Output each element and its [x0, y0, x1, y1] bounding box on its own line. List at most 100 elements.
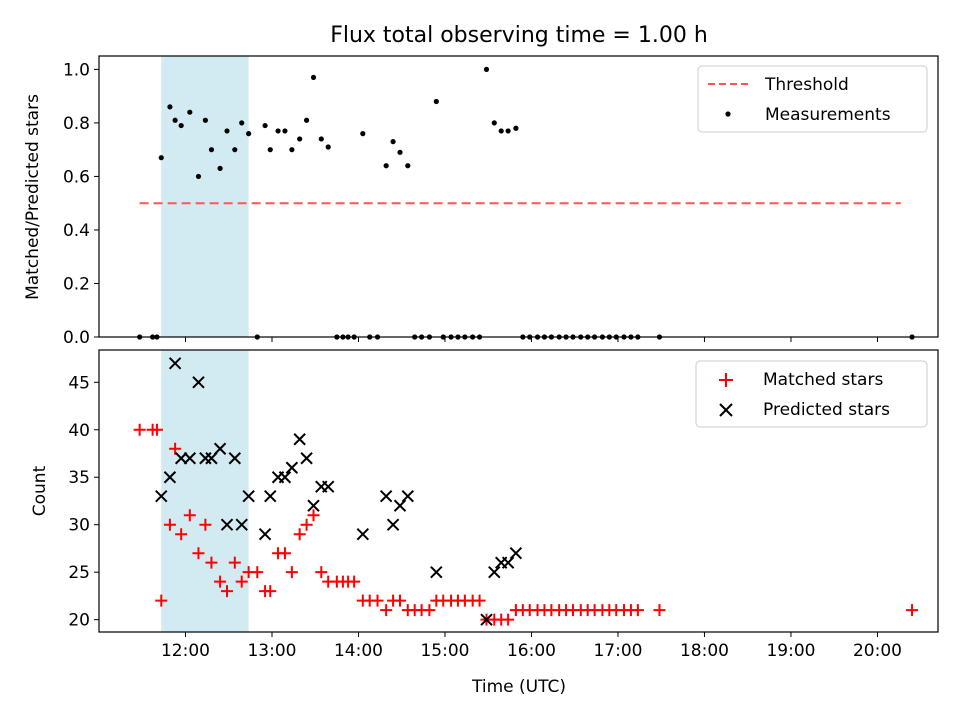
legend-matched-marker: [719, 373, 733, 387]
bottom-y-axis-label: Count: [30, 465, 50, 516]
matched-star-point: [380, 604, 393, 617]
measurement-point: [548, 334, 554, 340]
x-tick-label: 12:00: [161, 641, 210, 661]
measurement-point: [340, 334, 346, 340]
measurement-point: [262, 122, 268, 129]
legend-measurements-label: Measurements: [765, 105, 891, 125]
matched-star-point: [155, 594, 168, 607]
measurement-point: [656, 334, 663, 340]
measurement-point: [172, 117, 178, 123]
bottom-y-tick-label: 40: [68, 421, 90, 441]
legend-measurement-marker: [725, 111, 731, 117]
predicted-star-point: [213, 442, 227, 455]
legend-predicted-marker: [719, 403, 733, 417]
matched-star-point: [631, 604, 644, 617]
bottom-y-tick-label: 30: [68, 516, 90, 536]
predicted-star-point: [235, 518, 248, 531]
measurement-point: [455, 334, 461, 340]
matched-star-point: [150, 423, 163, 436]
measurement-point: [217, 165, 223, 171]
x-tick-label: 19:00: [766, 641, 815, 661]
matched-star-point: [371, 594, 384, 607]
measurement-point: [297, 136, 303, 142]
predicted-star-point: [509, 546, 523, 560]
bottom-legend: Matched stars Predicted stars: [695, 360, 928, 428]
measurement-point: [476, 334, 483, 340]
measurement-point: [318, 136, 324, 142]
measurement-point: [310, 74, 317, 81]
measurement-point: [570, 334, 576, 340]
matched-star-point: [307, 509, 320, 522]
top-legend: Threshold Measurements: [697, 65, 928, 133]
measurement-point: [239, 120, 245, 126]
x-tick-label: 18:00: [680, 641, 729, 661]
measurement-point: [397, 149, 403, 155]
measurement-point: [498, 128, 504, 134]
matched-star-point: [228, 556, 241, 569]
measurement-point: [513, 125, 519, 131]
measurement-point: [909, 334, 915, 340]
predicted-star-point: [155, 490, 168, 503]
predicted-star-point: [379, 490, 393, 503]
top-y-axis-label: Matched/Predicted stars: [23, 94, 43, 300]
top-y-tick-label: 0.4: [63, 221, 90, 241]
predicted-star-point: [300, 452, 313, 465]
matched-star-point: [278, 547, 291, 560]
matched-star-point: [205, 556, 218, 569]
predicted-star-point: [430, 565, 443, 579]
measurement-point: [374, 334, 381, 340]
x-tick-label: 20:00: [853, 641, 902, 661]
predicted-star-point: [278, 471, 292, 484]
measurement-point: [345, 334, 351, 340]
matched-star-point: [133, 423, 146, 436]
measurement-point: [433, 98, 439, 105]
measurement-point: [275, 128, 281, 134]
measurement-point: [232, 147, 238, 153]
matched-star-point: [199, 518, 212, 531]
predicted-star-point: [220, 518, 234, 531]
measurement-point: [578, 334, 584, 340]
matched-star-point: [169, 442, 182, 455]
predicted-star-point: [285, 461, 299, 474]
measurement-point: [448, 334, 454, 340]
measurement-point: [606, 334, 612, 340]
predicted-star-point: [488, 565, 501, 579]
bottom-axes-frame: [98, 349, 939, 633]
measurement-point: [334, 334, 340, 340]
matched-star-point: [906, 604, 919, 617]
measurement-point: [224, 128, 230, 134]
matched-star-point: [394, 594, 407, 607]
measurement-point: [621, 334, 627, 340]
measurement-point: [483, 66, 490, 72]
measurement-point: [367, 334, 373, 340]
matched-star-point: [285, 566, 298, 579]
measurement-point: [412, 334, 418, 340]
predicted-star-point: [293, 433, 306, 446]
legend-predicted-label: Predicted stars: [763, 400, 890, 420]
measurement-point: [599, 334, 606, 340]
predicted-star-point: [480, 613, 493, 626]
predicted-star-point: [163, 471, 177, 484]
predicted-star-point: [192, 376, 205, 389]
measurement-point: [592, 334, 598, 340]
measurement-point: [303, 117, 310, 123]
measurement-point: [390, 139, 396, 145]
predicted-star-point: [168, 357, 182, 370]
top-y-tick-label: 0.0: [63, 328, 90, 348]
measurement-point: [505, 128, 511, 134]
bottom-y-tick-label: 20: [68, 611, 90, 631]
measurement-point: [635, 334, 641, 340]
predicted-star-point: [356, 527, 370, 541]
predicted-star-point: [183, 452, 197, 465]
measurement-point: [491, 120, 497, 126]
measurement-point: [541, 334, 548, 340]
predicted-star-point: [401, 490, 414, 503]
matched-star-point: [175, 528, 188, 541]
x-tick-label: 15:00: [420, 641, 469, 661]
top-y-tick-label: 0.8: [63, 114, 90, 134]
top-panel: Matched/Predicted stars Threshold Measur…: [23, 55, 939, 348]
matched-star-point: [300, 518, 313, 531]
top-y-tick-label: 0.2: [63, 274, 90, 294]
matched-star-point: [473, 594, 486, 607]
